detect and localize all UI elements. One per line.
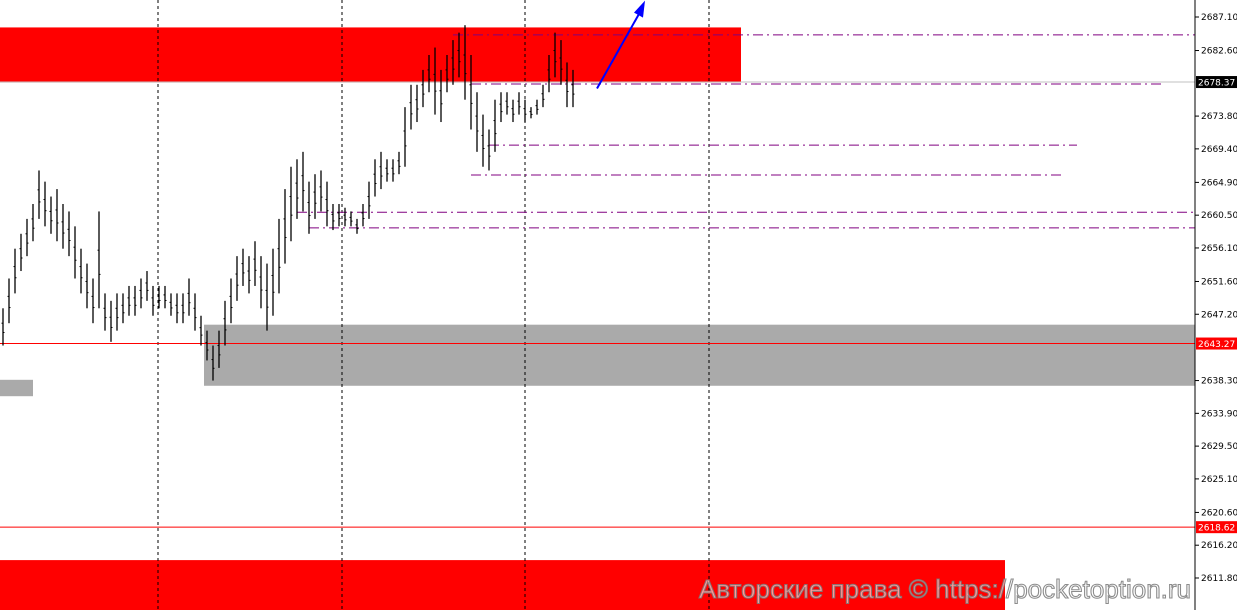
axis-tick-label: 2669.40: [1201, 145, 1237, 155]
price-label-bg: [1196, 337, 1237, 350]
axis-tick-label: 2687.10: [1201, 13, 1237, 23]
axis-tick-label: 2616.20: [1201, 541, 1237, 551]
current-price-label: 2643.27: [1198, 340, 1235, 350]
axis-tick-label: 2633.90: [1201, 409, 1237, 419]
axis-tick-label: 2625.10: [1201, 475, 1237, 485]
axis-tick-label: 2629.50: [1201, 442, 1237, 452]
watermark: Авторские права © https://pocketoption.r…: [698, 573, 1191, 604]
arrow-head-icon: [634, 0, 645, 18]
current-price-label: 2618.62: [1198, 524, 1235, 534]
price-axis: [1195, 0, 1237, 610]
zone-support: [204, 324, 1195, 386]
axis-tick-label: 2682.60: [1201, 47, 1237, 57]
price-label-bg: [1196, 521, 1237, 534]
price-label-bg: [1196, 76, 1237, 89]
zone-lower: [0, 560, 1005, 610]
current-price-label: 2678.37: [1198, 79, 1235, 89]
zone-resistance: [0, 27, 741, 83]
arrow-up-icon: [596, 8, 643, 90]
axis-tick-label: 2673.80: [1201, 112, 1237, 122]
axis-tick-label: 2638.30: [1201, 377, 1237, 387]
axis-tick-label: 2611.80: [1201, 574, 1237, 584]
axis-tick-label: 2651.60: [1201, 277, 1237, 287]
axis-tick-label: 2620.60: [1201, 508, 1237, 518]
axis-tick-label: 2664.90: [1201, 178, 1237, 188]
axis-tick-label: 2656.10: [1201, 244, 1237, 254]
axis-tick-label: 2660.50: [1201, 211, 1237, 221]
zone-support-small: [0, 379, 33, 397]
axis-tick-label: 2647.20: [1201, 310, 1237, 320]
